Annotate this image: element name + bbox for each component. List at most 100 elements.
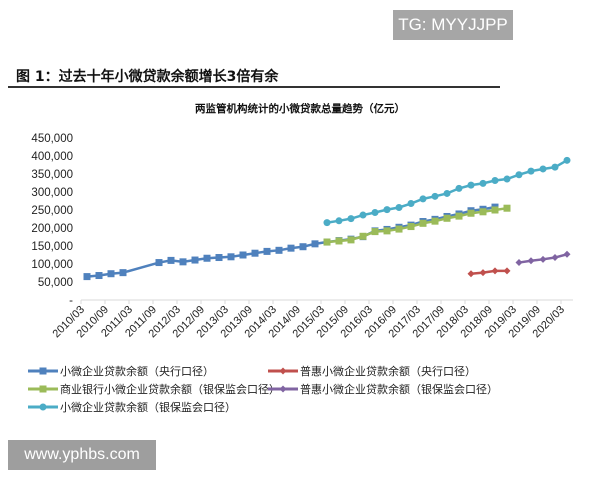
- data-point: [407, 200, 415, 208]
- data-point: [107, 270, 115, 278]
- data-point: [239, 251, 247, 259]
- y-tick-label: 300,000: [31, 187, 73, 199]
- y-tick-label: 100,000: [31, 259, 73, 271]
- legend-label: 小微企业贷款余额（央行口径）: [60, 364, 214, 378]
- data-point: [455, 184, 463, 192]
- data-point: [347, 215, 355, 223]
- series-line: [470, 269, 507, 275]
- data-point: [419, 195, 427, 203]
- y-tick-label: 400,000: [31, 151, 73, 163]
- y-tick-label: 50,000: [38, 277, 73, 289]
- data-point: [551, 254, 559, 262]
- data-point: [479, 208, 487, 216]
- data-point: [335, 217, 343, 225]
- series-4: [323, 156, 571, 227]
- legend-marker: [279, 367, 287, 375]
- data-point: [467, 209, 475, 217]
- data-point: [443, 189, 451, 197]
- title-rule: [8, 86, 500, 88]
- legend-marker: [39, 367, 47, 375]
- legend-label: 商业银行小微企业贷款余额（银保监会口径）: [60, 382, 280, 396]
- data-point: [323, 219, 331, 227]
- y-tick-label: 150,000: [31, 241, 73, 253]
- data-point: [431, 192, 439, 200]
- y-tick-label: 450,000: [31, 133, 73, 145]
- series-3: [515, 250, 571, 267]
- data-point: [383, 227, 391, 235]
- data-point: [227, 253, 235, 261]
- y-tick-label: -: [69, 295, 73, 307]
- data-point: [203, 254, 211, 262]
- data-point: [527, 167, 535, 175]
- y-tick-label: 350,000: [31, 169, 73, 181]
- data-point: [371, 209, 379, 217]
- data-point: [383, 206, 391, 214]
- legend-item: 普惠小微企业贷款余额（银保监会口径）: [268, 382, 498, 396]
- series-group: [83, 156, 571, 281]
- data-point: [251, 249, 259, 257]
- data-point: [311, 240, 319, 248]
- data-point: [563, 156, 571, 164]
- y-tick-label: 250,000: [31, 205, 73, 217]
- legend-label: 小微企业贷款余额（银保监会口径）: [60, 400, 236, 414]
- data-point: [491, 267, 499, 275]
- data-point: [491, 176, 499, 184]
- legend-marker: [39, 385, 47, 393]
- legend: 小微企业贷款余额（央行口径） 普惠小微企业贷款余额（央行口径） 商业银行小微企业贷款…: [28, 364, 498, 414]
- data-point: [347, 236, 355, 244]
- figure-title: 图 1：过去十年小微贷款余额增长3倍有余: [16, 69, 279, 85]
- data-point: [527, 257, 535, 265]
- data-point: [491, 206, 499, 214]
- legend-item: 小微企业贷款余额（银保监会口径）: [28, 400, 236, 414]
- x-axis: 2010/032010/092011/032011/092012/032012/…: [51, 299, 573, 340]
- data-point: [335, 237, 343, 245]
- data-point: [371, 228, 379, 236]
- data-point: [551, 163, 559, 171]
- data-point: [503, 204, 511, 212]
- legend-item: 小微企业贷款余额（央行口径）: [28, 364, 214, 378]
- data-point: [287, 244, 295, 252]
- data-point: [563, 250, 571, 258]
- legend-marker: [279, 385, 287, 393]
- legend-marker: [39, 403, 47, 411]
- legend-label: 普惠小微企业贷款余额（银保监会口径）: [300, 382, 498, 396]
- data-point: [359, 211, 367, 219]
- chart-title: 两监管机构统计的小微贷款总量趋势（亿元）: [195, 102, 405, 115]
- data-point: [455, 212, 463, 220]
- data-point: [191, 256, 199, 264]
- data-point: [419, 219, 427, 227]
- data-point: [479, 269, 487, 277]
- watermark-tg: TG: MYYJJPP: [393, 10, 513, 40]
- y-tick-label: 200,000: [31, 223, 73, 235]
- data-point: [323, 238, 331, 246]
- series-line: [326, 206, 508, 244]
- data-point: [359, 232, 367, 240]
- series-1: [467, 267, 511, 278]
- data-point: [167, 256, 175, 264]
- data-point: [515, 259, 523, 267]
- data-point: [467, 270, 475, 278]
- data-point: [263, 247, 271, 255]
- data-point: [539, 165, 547, 173]
- data-point: [275, 246, 283, 254]
- data-point: [155, 259, 163, 267]
- data-point: [407, 223, 415, 231]
- data-point: [395, 225, 403, 233]
- legend-item: 商业银行小微企业贷款余额（银保监会口径）: [28, 382, 280, 396]
- data-point: [515, 171, 523, 179]
- series-0: [83, 203, 499, 281]
- series-2: [323, 204, 511, 246]
- data-point: [119, 269, 127, 277]
- data-point: [299, 243, 307, 251]
- data-point: [395, 203, 403, 211]
- data-point: [443, 214, 451, 222]
- legend-label: 普惠小微企业贷款余额（央行口径）: [300, 364, 476, 378]
- data-point: [431, 217, 439, 225]
- data-point: [95, 272, 103, 280]
- data-point: [479, 179, 487, 187]
- site-watermark: www.yphbs.com: [8, 440, 156, 470]
- data-point: [539, 255, 547, 263]
- data-point: [467, 181, 475, 189]
- data-point: [179, 258, 187, 266]
